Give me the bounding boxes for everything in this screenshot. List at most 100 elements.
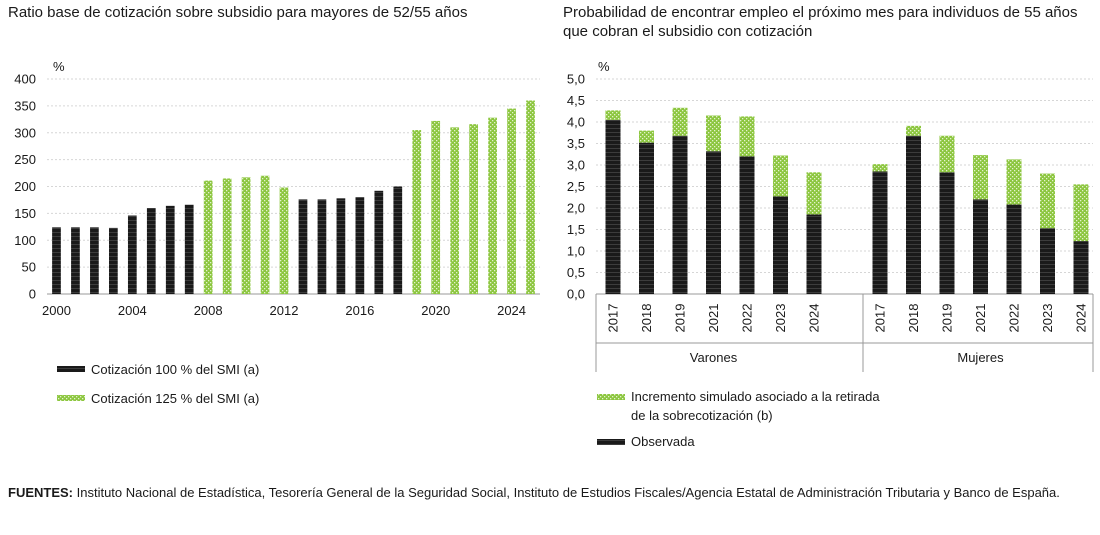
y-tick-label: 1,5 bbox=[567, 222, 585, 237]
bar-observada bbox=[605, 119, 621, 294]
legend-swatch bbox=[597, 394, 625, 400]
x-tick-label: 2008 bbox=[194, 303, 223, 318]
bar-incremento-simulado bbox=[939, 135, 955, 173]
bar-observada bbox=[973, 199, 988, 294]
x-tick-label: 2024 bbox=[1074, 304, 1089, 333]
legend-label: de la sobrecotización (b) bbox=[631, 408, 773, 423]
x-tick-label: 2022 bbox=[1007, 304, 1022, 333]
x-tick-label: 2000 bbox=[42, 303, 71, 318]
x-tick-label: 2019 bbox=[940, 304, 955, 333]
bar-cotizacion-125 bbox=[431, 120, 441, 294]
legend-swatch bbox=[597, 439, 625, 445]
right-chart-title: Probabilidad de encontrar empleo el próx… bbox=[563, 4, 1078, 40]
sources-text: Instituto Nacional de Estadística, Tesor… bbox=[76, 485, 1060, 500]
legend-label: Incremento simulado asociado a la retira… bbox=[631, 389, 880, 404]
x-tick-label: 2016 bbox=[345, 303, 374, 318]
legend-label: Cotización 100 % del SMI (a) bbox=[91, 362, 259, 377]
y-tick-label: 0 bbox=[29, 287, 36, 302]
x-tick-label: 2018 bbox=[639, 304, 654, 333]
x-tick-label: 2018 bbox=[906, 304, 921, 333]
x-tick-label: 2024 bbox=[807, 304, 822, 333]
x-tick-label: 2023 bbox=[1040, 304, 1055, 333]
bar-cotizacion-125 bbox=[260, 175, 270, 294]
bar-observada bbox=[639, 142, 654, 294]
y-tick-label: 0,0 bbox=[567, 287, 585, 302]
x-tick-label: 2021 bbox=[706, 304, 721, 333]
bar-incremento-simulado bbox=[1073, 184, 1089, 242]
y-tick-label: 350 bbox=[14, 98, 36, 113]
y-tick-label: 3,0 bbox=[567, 158, 585, 173]
x-tick-label: 2004 bbox=[118, 303, 147, 318]
group-label: Varones bbox=[690, 350, 738, 365]
bar-incremento-simulado bbox=[1040, 173, 1055, 229]
y-tick-label: 2,0 bbox=[567, 201, 585, 216]
bar-cotizacion-100 bbox=[184, 204, 194, 294]
bar-cotizacion-125 bbox=[241, 177, 251, 294]
bar-cotizacion-125 bbox=[507, 108, 516, 294]
left-chart-title: Ratio base de cotización sobre subsidio … bbox=[8, 4, 468, 21]
bar-cotizacion-100 bbox=[109, 227, 118, 294]
bar-cotizacion-100 bbox=[90, 227, 99, 294]
bar-observada bbox=[739, 156, 755, 294]
bar-incremento-simulado bbox=[806, 172, 822, 215]
x-tick-label: 2020 bbox=[421, 303, 450, 318]
bar-incremento-simulado bbox=[1006, 159, 1022, 205]
y-tick-label: 400 bbox=[14, 72, 36, 87]
bar-incremento-simulado bbox=[672, 107, 688, 136]
bar-incremento-simulado bbox=[706, 115, 721, 152]
bar-incremento-simulado bbox=[872, 164, 888, 172]
bar-cotizacion-125 bbox=[412, 130, 422, 294]
bar-incremento-simulado bbox=[773, 155, 788, 197]
bar-cotizacion-125 bbox=[469, 124, 478, 295]
bar-cotizacion-100 bbox=[146, 208, 156, 294]
y-unit-label: % bbox=[53, 59, 65, 74]
sources-label: FUENTES: bbox=[8, 485, 73, 500]
bar-cotizacion-100 bbox=[71, 227, 80, 294]
bar-incremento-simulado bbox=[605, 110, 621, 120]
legend-swatch bbox=[57, 366, 85, 372]
bar-observada bbox=[906, 135, 921, 294]
legend-label: Cotización 125 % del SMI (a) bbox=[91, 391, 259, 406]
bar-observada bbox=[1073, 241, 1089, 294]
bar-cotizacion-100 bbox=[298, 199, 308, 294]
legend-label: Observada bbox=[631, 434, 695, 449]
y-tick-label: 0,5 bbox=[567, 265, 585, 280]
bar-cotizacion-125 bbox=[203, 180, 213, 294]
right-chart: 0,0 0,5 1,0 1,5 2,0 2,5 3,0 3,5 4,0 4,5 5,0% 2017 20… bbox=[567, 59, 1094, 449]
bar-observada bbox=[672, 135, 688, 294]
bar-cotizacion-100 bbox=[52, 227, 61, 294]
bar-cotizacion-100 bbox=[127, 215, 137, 294]
x-tick-label: 2021 bbox=[973, 304, 988, 333]
bar-cotizacion-125 bbox=[279, 187, 289, 294]
y-tick-label: 4,5 bbox=[567, 93, 585, 108]
x-tick-label: 2012 bbox=[270, 303, 299, 318]
x-tick-label: 2017 bbox=[606, 304, 621, 333]
bar-observada bbox=[1006, 204, 1022, 294]
y-tick-label: 150 bbox=[14, 206, 36, 221]
bar-incremento-simulado bbox=[973, 155, 988, 200]
x-tick-label: 2019 bbox=[673, 304, 688, 333]
x-tick-label: 2023 bbox=[773, 304, 788, 333]
bar-cotizacion-125 bbox=[222, 178, 232, 294]
y-tick-label: 100 bbox=[14, 233, 36, 248]
bar-cotizacion-100 bbox=[336, 198, 346, 294]
y-tick-label: 4,0 bbox=[567, 115, 585, 130]
charts-canvas: 0 50 100 150 200 250 300 350 400% 2000 2004 2008 201… bbox=[14, 59, 1094, 449]
bar-cotizacion-125 bbox=[526, 100, 535, 294]
y-tick-label: 250 bbox=[14, 152, 36, 167]
bar-observada bbox=[706, 151, 721, 294]
y-tick-label: 1,0 bbox=[567, 244, 585, 259]
bar-observada bbox=[939, 172, 955, 294]
bar-cotizacion-100 bbox=[317, 199, 327, 294]
bar-cotizacion-100 bbox=[374, 190, 384, 294]
bar-observada bbox=[806, 214, 822, 294]
bar-cotizacion-100 bbox=[393, 186, 403, 294]
bar-observada bbox=[872, 171, 888, 294]
bar-observada bbox=[773, 196, 788, 294]
bar-cotizacion-100 bbox=[355, 197, 365, 294]
left-chart: 0 50 100 150 200 250 300 350 400% 2000 2004 2008 201… bbox=[14, 59, 540, 406]
legend-swatch bbox=[57, 395, 85, 401]
bar-cotizacion-100 bbox=[165, 205, 175, 294]
y-unit-label: % bbox=[598, 59, 610, 74]
x-tick-label: 2022 bbox=[740, 304, 755, 333]
